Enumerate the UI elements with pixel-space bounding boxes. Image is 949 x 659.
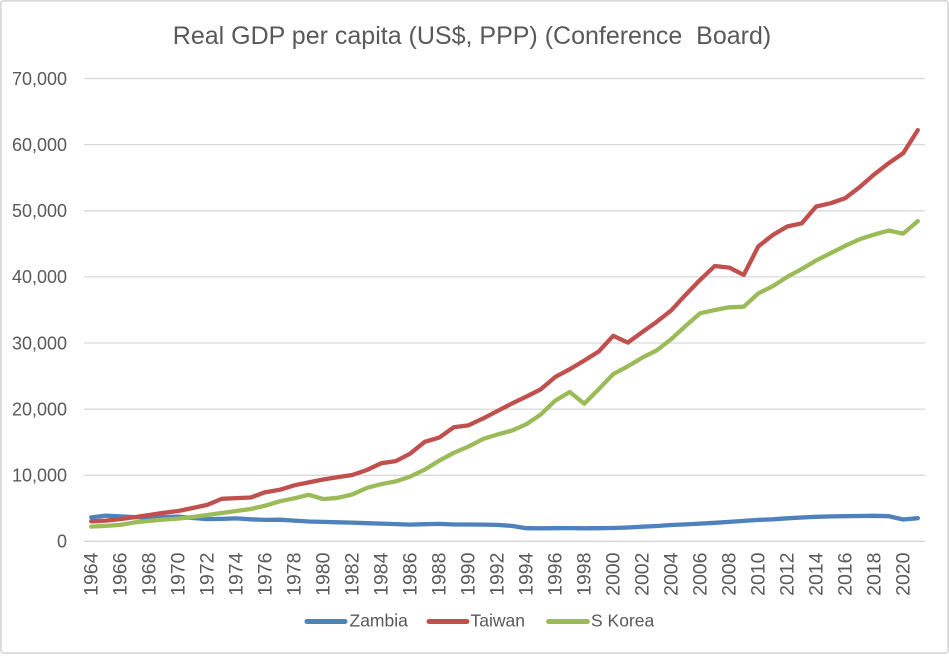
svg-text:2018: 2018: [864, 553, 886, 596]
svg-text:S Korea: S Korea: [591, 610, 654, 630]
svg-text:10,000: 10,000: [12, 466, 67, 486]
svg-text:2002: 2002: [632, 553, 654, 596]
svg-text:2008: 2008: [719, 553, 741, 596]
svg-text:1966: 1966: [110, 553, 132, 596]
svg-text:50,000: 50,000: [12, 201, 67, 221]
svg-text:1982: 1982: [342, 553, 364, 596]
svg-text:1986: 1986: [400, 553, 422, 596]
svg-text:1998: 1998: [574, 553, 596, 596]
svg-text:1974: 1974: [226, 552, 248, 596]
svg-text:1984: 1984: [371, 552, 393, 596]
svg-text:1972: 1972: [197, 553, 219, 596]
svg-text:Real GDP per capita (US$, PPP): Real GDP per capita (US$, PPP) (Conferen…: [173, 22, 771, 50]
svg-text:2000: 2000: [603, 552, 625, 596]
svg-text:1992: 1992: [487, 553, 509, 596]
svg-text:1980: 1980: [313, 552, 335, 596]
svg-text:2010: 2010: [748, 552, 770, 596]
svg-text:1988: 1988: [429, 553, 451, 596]
svg-text:1978: 1978: [284, 553, 306, 596]
svg-text:1990: 1990: [458, 552, 480, 596]
svg-text:1994: 1994: [516, 552, 538, 596]
svg-text:2004: 2004: [661, 552, 683, 596]
svg-text:2020: 2020: [893, 552, 915, 596]
svg-text:30,000: 30,000: [12, 333, 67, 353]
svg-text:2014: 2014: [806, 552, 828, 596]
svg-text:1964: 1964: [81, 552, 103, 596]
svg-text:1996: 1996: [545, 553, 567, 596]
svg-text:60,000: 60,000: [12, 135, 67, 155]
svg-text:2006: 2006: [690, 553, 712, 596]
svg-text:2016: 2016: [835, 553, 857, 596]
svg-text:1968: 1968: [139, 553, 161, 596]
svg-text:Taiwan: Taiwan: [471, 610, 525, 630]
svg-text:Zambia: Zambia: [350, 610, 409, 630]
svg-text:40,000: 40,000: [12, 267, 67, 287]
svg-text:1970: 1970: [168, 552, 190, 596]
svg-text:70,000: 70,000: [12, 69, 67, 89]
svg-text:2012: 2012: [777, 553, 799, 596]
svg-text:0: 0: [57, 532, 67, 552]
svg-text:1976: 1976: [255, 553, 277, 596]
svg-text:20,000: 20,000: [12, 400, 67, 420]
